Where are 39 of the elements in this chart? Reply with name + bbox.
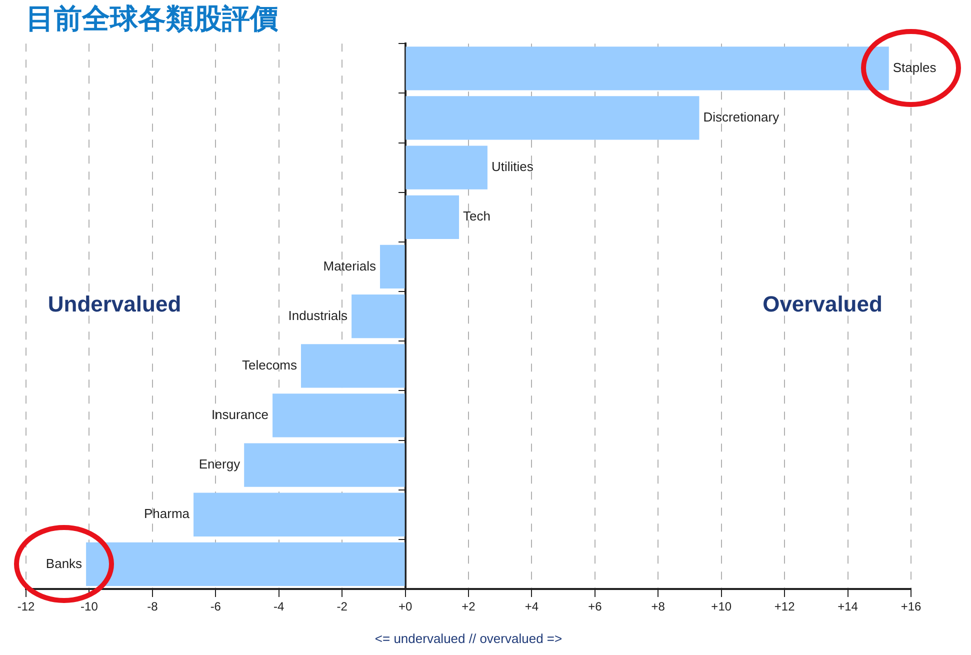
x-tick-label: -6 [210,600,222,614]
chart-title: 目前全球各類股評價 [26,2,279,36]
bar [272,394,405,438]
bar [406,96,700,140]
annotation: Undervalued [48,291,182,316]
y-tick-label: Materials [323,258,376,274]
x-tick-label: +10 [711,600,732,614]
bar [406,195,460,239]
x-tick-label: -4 [274,600,285,614]
y-tick-label: Pharma [144,506,190,522]
y-tick-label: Banks [46,556,83,571]
x-tick-label: -2 [336,600,348,614]
x-tick-label: +0 [398,600,412,614]
bar [194,492,405,536]
y-tick-label: Discretionary [703,110,780,125]
x-tick-label: -10 [80,600,98,614]
x-tick-label: +14 [838,600,858,614]
bar [300,344,405,388]
y-tick-label: Telecoms [242,357,298,372]
annotation: Overvalued [762,291,882,316]
y-tick-label: Industrials [288,308,348,323]
x-tick-label: +8 [651,600,666,614]
x-tick-label: -8 [147,600,158,614]
bar [406,146,488,190]
y-tick-label: Utilities [491,159,534,174]
bar [352,294,405,338]
y-tick-label: Staples [892,60,937,75]
x-tick-label: +16 [900,600,922,614]
x-tick-label: +2 [462,600,476,614]
x-axis-title: <= undervalued // overvalued => [374,630,562,646]
x-tick-label: +6 [588,600,602,614]
x-tick-label: +12 [774,600,796,614]
x-tick-label: +4 [524,600,539,614]
y-tick-label: Insurance [211,407,269,422]
y-tick-label: Tech [463,208,490,224]
x-tick-label: -12 [17,600,35,614]
y-tick-label: Energy [198,456,241,472]
bar [380,244,405,289]
bar [244,443,405,487]
